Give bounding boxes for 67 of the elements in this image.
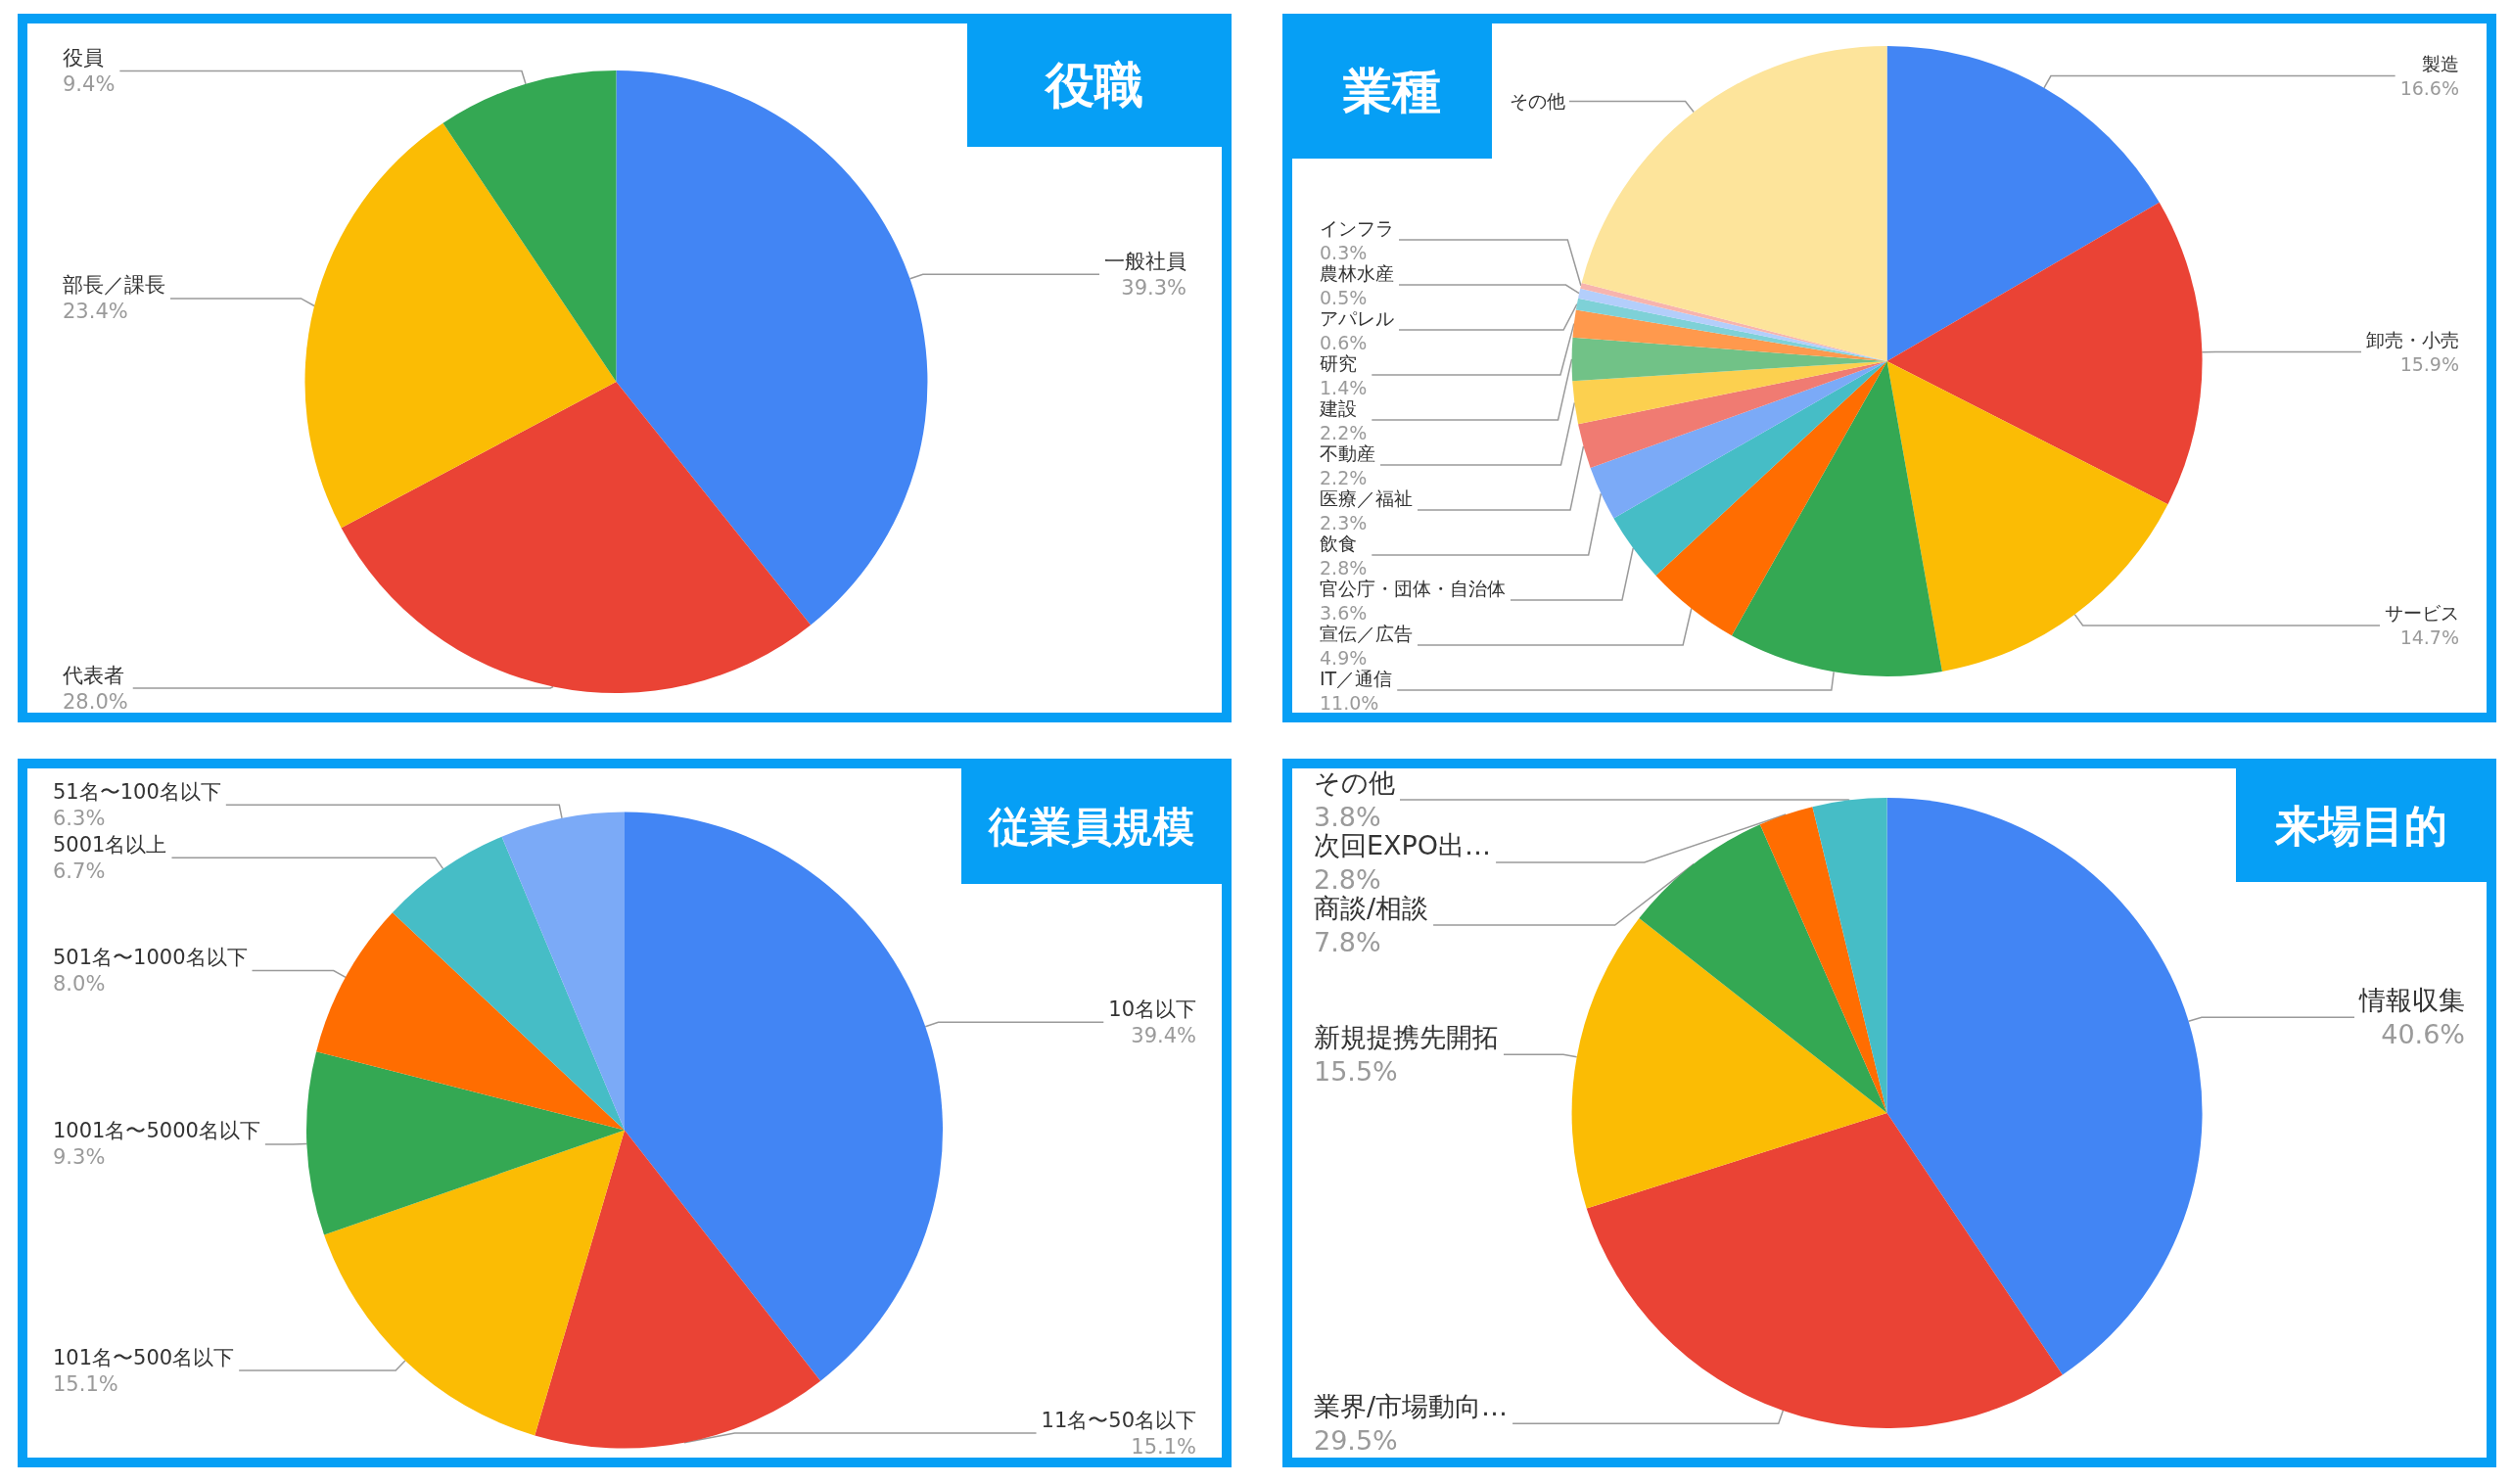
slice-label: サービス bbox=[2385, 602, 2459, 625]
slice-label: 業界/市場動向… bbox=[1314, 1391, 1509, 1422]
chart-title: 役職 bbox=[1044, 57, 1143, 114]
slice-label: 部長／課長 bbox=[63, 273, 165, 298]
data-label: 0.5% bbox=[1320, 286, 1368, 308]
text: 従業員規模 bbox=[988, 802, 1194, 851]
data-label: 40.6% bbox=[2381, 1019, 2465, 1050]
data-label: 6.7% bbox=[53, 858, 106, 883]
slice-label: 10名以下 bbox=[1108, 997, 1196, 1021]
data-label: 8.0% bbox=[53, 972, 106, 997]
slice-label: インフラ bbox=[1320, 216, 1394, 239]
data-label: 15.1% bbox=[1131, 1434, 1196, 1459]
data-label: 15.5% bbox=[1314, 1056, 1398, 1088]
data-label: 11.0% bbox=[1320, 691, 1379, 714]
data-label: 6.3% bbox=[53, 806, 106, 830]
slice-label: 次回EXPO出… bbox=[1314, 830, 1492, 860]
data-label: 2.2% bbox=[1320, 421, 1368, 443]
slice-label: 研究 bbox=[1320, 351, 1357, 374]
slice-label: 製造 bbox=[2422, 53, 2459, 75]
slice-label: 役員 bbox=[63, 45, 104, 70]
data-label: 0.6% bbox=[1320, 331, 1368, 353]
slice-label: 卸売・小売 bbox=[2366, 328, 2459, 350]
data-label: 3.6% bbox=[1320, 601, 1368, 624]
slice-label: 一般社員 bbox=[1104, 249, 1186, 273]
data-label: 15.1% bbox=[53, 1371, 118, 1396]
data-label: 16.6% bbox=[2399, 77, 2459, 100]
data-label: 14.7% bbox=[2399, 626, 2459, 649]
slice-label: 5001名以上 bbox=[53, 832, 167, 857]
slice-label: 農林水産 bbox=[1320, 261, 1394, 284]
data-label: 7.8% bbox=[1314, 927, 1381, 957]
slice-label: その他 bbox=[1314, 767, 1395, 798]
data-label: 29.5% bbox=[1314, 1425, 1398, 1457]
slice-label: 501名〜1000名以下 bbox=[53, 946, 248, 970]
slice-label: 建設 bbox=[1319, 396, 1357, 419]
data-label: 39.4% bbox=[1131, 1023, 1196, 1047]
slice-label: 代表者 bbox=[62, 663, 124, 687]
slice-label: 1001名〜5000名以下 bbox=[53, 1119, 260, 1143]
slice-label: 51名〜100名以下 bbox=[53, 779, 221, 804]
data-label: 9.3% bbox=[53, 1145, 106, 1170]
slice-label: アパレル bbox=[1320, 306, 1394, 329]
slice-label: 101名〜500名以下 bbox=[53, 1345, 235, 1369]
slice-label: 飲食 bbox=[1320, 532, 1357, 554]
slice-label: 新規提携先開拓 bbox=[1314, 1022, 1499, 1053]
data-label: 2.2% bbox=[1320, 466, 1368, 488]
chart-title: 業種 bbox=[1342, 63, 1441, 119]
data-label: 1.4% bbox=[1320, 376, 1368, 398]
data-label: 15.9% bbox=[2399, 352, 2459, 375]
slice-label: 医療／福祉 bbox=[1320, 487, 1413, 509]
data-label: 2.8% bbox=[1314, 864, 1381, 895]
data-label: 0.3% bbox=[1320, 241, 1368, 263]
slice-label: 情報収集 bbox=[2358, 985, 2465, 1016]
slice-label: その他 bbox=[1510, 90, 1565, 113]
slice-label: 商談/相談 bbox=[1314, 893, 1429, 923]
slice-label: 不動産 bbox=[1320, 441, 1375, 464]
slice-label: 宣伝／広告 bbox=[1320, 622, 1413, 644]
data-label: 4.9% bbox=[1320, 646, 1368, 669]
data-label: 2.3% bbox=[1320, 511, 1368, 533]
data-label: 23.4% bbox=[63, 300, 128, 324]
data-label: 9.4% bbox=[63, 71, 116, 96]
slice-label: 官公庁・団体・自治体 bbox=[1320, 577, 1506, 599]
slice-label: IT／通信 bbox=[1320, 667, 1393, 689]
slice-label: 11名〜50名以下 bbox=[1041, 1408, 1196, 1432]
data-label: 3.8% bbox=[1314, 802, 1381, 832]
data-label: 39.3% bbox=[1121, 275, 1186, 300]
data-label: 28.0% bbox=[63, 689, 128, 714]
data-label: 2.8% bbox=[1320, 556, 1368, 579]
text: 来場目的 bbox=[2274, 800, 2447, 851]
